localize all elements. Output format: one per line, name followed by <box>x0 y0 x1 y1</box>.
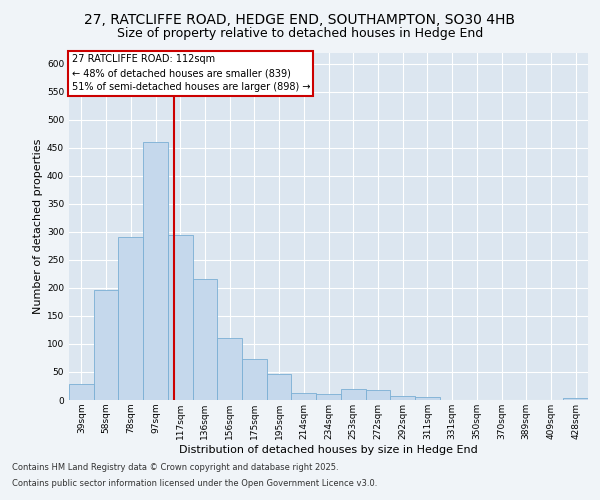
Bar <box>415 397 440 400</box>
X-axis label: Distribution of detached houses by size in Hedge End: Distribution of detached houses by size … <box>179 444 478 454</box>
Bar <box>193 280 217 400</box>
Bar <box>341 390 365 400</box>
Bar <box>242 358 267 400</box>
Text: 27, RATCLIFFE ROAD, HEDGE END, SOUTHAMPTON, SO30 4HB: 27, RATCLIFFE ROAD, HEDGE END, SOUTHAMPT… <box>85 12 515 26</box>
Bar <box>168 234 193 400</box>
Text: Contains public sector information licensed under the Open Government Licence v3: Contains public sector information licen… <box>12 478 377 488</box>
Bar <box>69 384 94 400</box>
Y-axis label: Number of detached properties: Number of detached properties <box>33 138 43 314</box>
Bar <box>143 142 168 400</box>
Text: 27 RATCLIFFE ROAD: 112sqm
← 48% of detached houses are smaller (839)
51% of semi: 27 RATCLIFFE ROAD: 112sqm ← 48% of detac… <box>71 54 310 92</box>
Bar <box>118 238 143 400</box>
Bar <box>390 396 415 400</box>
Bar <box>316 394 341 400</box>
Bar <box>365 390 390 400</box>
Bar <box>292 392 316 400</box>
Text: Contains HM Land Registry data © Crown copyright and database right 2025.: Contains HM Land Registry data © Crown c… <box>12 464 338 472</box>
Bar <box>563 398 588 400</box>
Bar <box>217 338 242 400</box>
Bar <box>267 374 292 400</box>
Text: Size of property relative to detached houses in Hedge End: Size of property relative to detached ho… <box>117 28 483 40</box>
Bar <box>94 290 118 400</box>
